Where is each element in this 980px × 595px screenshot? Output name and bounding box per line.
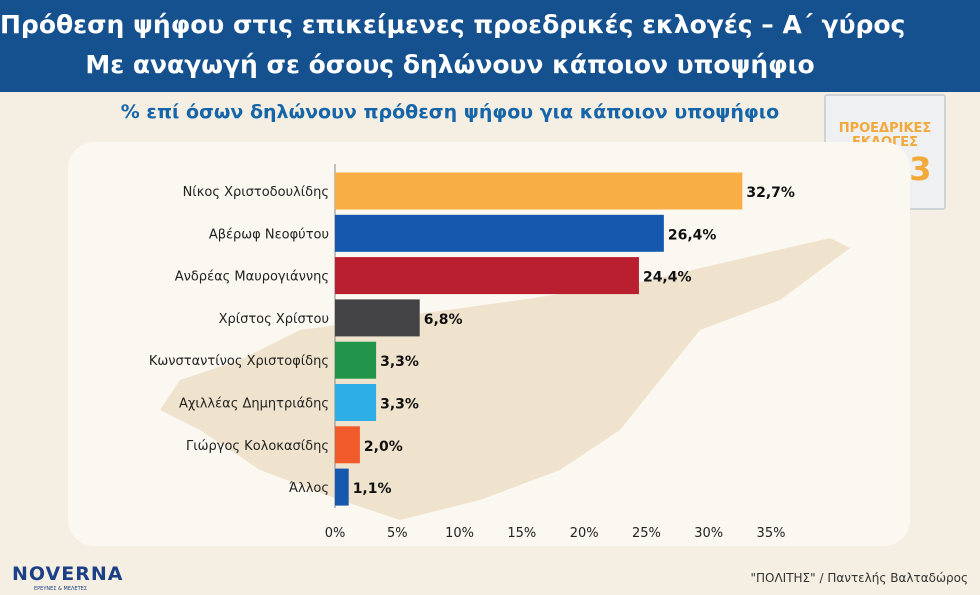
source-credit: "ΠΟΛΙΤΗΣ" / Παντελής Βαλταδώρος	[750, 571, 968, 585]
noverna-logo: NOVERNA	[12, 563, 124, 585]
category-label-3: Ανδρέας Μαυρογιάννης	[175, 270, 329, 285]
value-label-1: 32,7%	[746, 185, 795, 201]
bar-8	[335, 468, 349, 506]
x-tick-label-2: 10%	[445, 526, 474, 541]
bar-4	[335, 299, 420, 337]
x-tick-label-5: 25%	[632, 526, 661, 541]
title-banner: Πρόθεση ψήφου στις επικείμενες προεδρικέ…	[0, 0, 980, 92]
x-tick-label-3: 15%	[507, 526, 536, 541]
x-tick-label-1: 5%	[387, 526, 408, 541]
page-title-line2: Με αναγωγή σε όσους δηλώνουν κάποιον υπο…	[85, 50, 815, 79]
value-label-5: 3,3%	[380, 354, 419, 370]
value-label-2: 26,4%	[668, 227, 717, 243]
x-tick-label-7: 35%	[757, 526, 786, 541]
value-label-7: 2,0%	[364, 439, 403, 455]
bar-2	[335, 214, 664, 252]
bar-6	[335, 384, 377, 421]
noverna-logo-tagline: ΕΡΕΥΝΕΣ & ΜΕΛΕΤΕΣ	[34, 586, 87, 592]
bar-1	[335, 172, 743, 210]
category-label-2: Αβέρωφ Νεοφύτου	[209, 227, 329, 242]
x-tick-label-4: 20%	[570, 526, 599, 541]
page-title-line1: Πρόθεση ψήφου στις επικείμενες προεδρικέ…	[0, 10, 906, 39]
badge-line1: ΠΡΟΕΔΡΙΚΕΣ	[838, 121, 932, 136]
chart-subtitle: % επί όσων δηλώνουν πρόθεση ψήφου για κά…	[120, 101, 780, 123]
bar-3	[335, 257, 639, 295]
bar-7	[335, 426, 360, 464]
category-label-8: Άλλος	[289, 481, 329, 496]
category-label-1: Νίκος Χριστοδουλίδης	[183, 185, 329, 200]
bar-5	[335, 341, 377, 379]
category-label-6: Αχιλλέας Δημητριάδης	[179, 397, 329, 412]
value-label-6: 3,3%	[380, 397, 419, 413]
value-label-8: 1,1%	[353, 481, 392, 497]
category-label-7: Γιώργος Κολοκασίδης	[186, 439, 329, 454]
x-tick-label-6: 30%	[694, 526, 723, 541]
category-label-4: Χρίστος Χρίστου	[219, 312, 329, 327]
x-tick-label-0: 0%	[325, 526, 346, 541]
value-label-4: 6,8%	[424, 312, 463, 328]
category-label-5: Κωνσταντίνος Χριστοφίδης	[149, 354, 329, 369]
value-label-3: 24,4%	[643, 270, 692, 286]
